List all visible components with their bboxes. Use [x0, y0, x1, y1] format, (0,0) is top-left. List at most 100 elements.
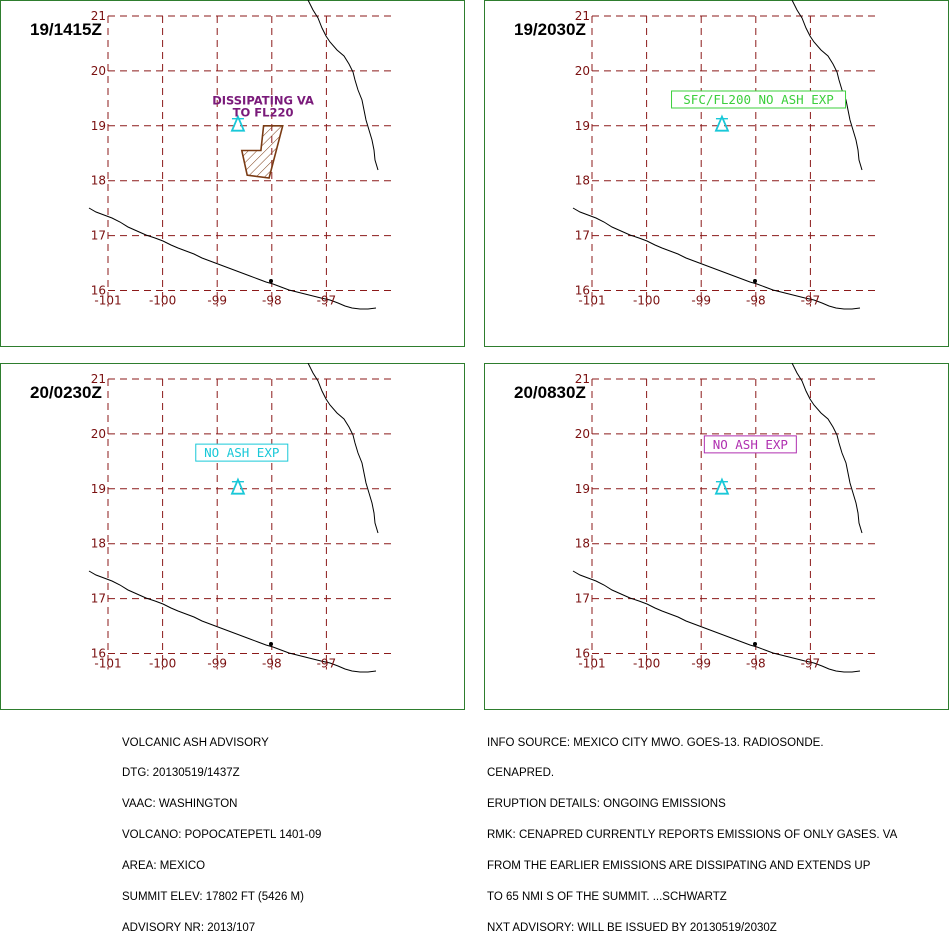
lat-tick-label: 18	[91, 174, 106, 188]
forecast-label-box	[703, 435, 797, 454]
panel-time-label: 19/1415Z	[30, 20, 102, 39]
lon-tick-label: -97	[317, 657, 337, 671]
advisory-line: ERUPTION DETAILS: ONGOING EMISSIONS	[487, 798, 726, 811]
lon-tick-label: -98	[262, 294, 282, 308]
map-panel-1: 21 20 19 18 17 16 -101 -100 -99 -98 -97 19/1415Z DIS…	[0, 0, 465, 347]
lat-tick-label: 20	[91, 427, 106, 441]
lat-tick-label: 18	[91, 537, 106, 551]
advisory-line: CENAPRED.	[487, 767, 555, 780]
lat-tick-label: 19	[575, 119, 590, 133]
advisory-line: SUMMIT ELEV: 17802 FT (5426 M)	[122, 891, 304, 904]
map-panel-4: 21 20 19 18 17 16 -101 -100 -99 -98 -97 20/0830Z NO …	[484, 363, 949, 710]
lat-tick-label: 16	[575, 647, 590, 661]
coast-point	[269, 642, 273, 646]
volcano-triangle-icon	[230, 477, 246, 495]
coastline-east	[791, 0, 863, 171]
map-canvas: 21 20 19 18 17 16-101 -100 -99 -98 -97 19/1415Z DIS…	[0, 0, 465, 347]
forecast-label-box	[195, 443, 289, 462]
map-canvas: 21 20 19 18 17 16-101 -100 -99 -98 -97 20/0830Z NO …	[484, 363, 949, 710]
lon-tick-label: -101	[578, 294, 605, 308]
lat-tick-label: 16	[91, 284, 106, 298]
lat-tick-label: 20	[575, 64, 590, 78]
advisory-right-text: INFO SOURCE: MEXICO CITY MWO. GOES-13. R…	[487, 717, 897, 944]
coastline-east	[307, 0, 379, 171]
advisory-line: FROM THE EARLIER EMISSIONS ARE DISSIPATI…	[487, 860, 871, 873]
lat-tick-label: 16	[575, 284, 590, 298]
advisory-line: NXT ADVISORY: WILL BE ISSUED BY 20130519…	[487, 921, 777, 934]
lat-tick-label: 17	[575, 229, 590, 243]
forecast-label: DISSIPATING VA	[212, 93, 314, 107]
forecast-label: NO ASH EXP	[204, 445, 279, 460]
lat-tick-label: 17	[91, 592, 106, 606]
forecast-label: NO ASH EXP	[713, 437, 788, 452]
advisory-line: VOLCANIC ASH ADVISORY	[122, 736, 269, 749]
lat-tick-label: 20	[91, 64, 106, 78]
lon-tick-label: -97	[801, 657, 821, 671]
advisory-line: DTG: 20130519/1437Z	[122, 767, 240, 780]
coast-point	[269, 279, 273, 283]
panel-time-label: 20/0230Z	[30, 383, 102, 402]
advisory-line: RMK: CENAPRED CURRENTLY REPORTS EMISSION…	[487, 829, 898, 842]
volcano-triangle-icon	[714, 477, 730, 495]
panel-frame	[484, 363, 949, 710]
advisory-line: INFO SOURCE: MEXICO CITY MWO. GOES-13. R…	[487, 736, 824, 749]
lon-tick-label: -100	[149, 657, 176, 671]
lon-tick-label: -100	[149, 294, 176, 308]
lat-tick-label: 21	[91, 9, 106, 23]
lon-tick-label: -100	[633, 294, 660, 308]
lat-tick-label: 18	[575, 174, 590, 188]
advisory-line: AREA: MEXICO	[122, 860, 206, 873]
coast-point	[753, 279, 757, 283]
lon-tick-label: -101	[94, 657, 121, 671]
lon-tick-label: -101	[94, 294, 121, 308]
map-canvas: 21 20 19 18 17 16-101 -100 -99 -98 -97 20/0230Z NO …	[0, 363, 465, 710]
coast-point	[753, 642, 757, 646]
coastline-west	[88, 570, 377, 673]
lon-tick-label: -99	[207, 294, 227, 308]
coastline-west	[572, 207, 861, 310]
lon-tick-label: -98	[262, 657, 282, 671]
lat-tick-label: 21	[91, 372, 106, 386]
volcano-triangle-icon	[714, 114, 730, 132]
forecast-label: TO FL220	[233, 105, 294, 119]
forecast-label: SFC/FL200 NO ASH EXP	[683, 92, 834, 107]
advisory-line: VOLCANO: POPOCATEPETL 1401-09	[122, 829, 322, 842]
map-canvas: 21 20 19 18 17 16-101 -100 -99 -98 -97 19/2030Z SFC…	[484, 0, 949, 347]
ash-cloud-polygon	[240, 125, 284, 179]
lat-tick-label: 19	[91, 482, 106, 496]
lat-tick-label: 21	[575, 9, 590, 23]
lon-tick-label: -98	[746, 294, 766, 308]
lon-tick-label: -100	[633, 657, 660, 671]
advisory-line: VAAC: WASHINGTON	[122, 798, 238, 811]
panel-frame	[484, 0, 949, 347]
advisory-line: TO 65 NMI S OF THE SUMMIT. ...SCHWARTZ	[487, 891, 727, 904]
lon-tick-label: -99	[691, 294, 711, 308]
lon-tick-label: -99	[691, 657, 711, 671]
forecast-label-box	[671, 90, 847, 109]
advisory-left-text: VOLCANIC ASH ADVISORY DTG: 20130519/1437…	[122, 717, 321, 944]
panel-time-label: 19/2030Z	[514, 20, 586, 39]
lat-tick-label: 16	[91, 647, 106, 661]
lat-tick-label: 19	[575, 482, 590, 496]
lat-tick-label: 17	[575, 592, 590, 606]
panel-time-label: 20/0830Z	[514, 383, 586, 402]
lat-tick-label: 20	[575, 427, 590, 441]
lon-tick-label: -98	[746, 657, 766, 671]
lat-tick-label: 18	[575, 537, 590, 551]
panel-frame	[0, 0, 465, 347]
map-panel-2: 21 20 19 18 17 16 -101 -100 -99 -98 -97 19/2030Z SFC…	[484, 0, 949, 347]
coastline-west	[88, 207, 377, 310]
coastline-east	[307, 363, 379, 534]
lon-tick-label: -97	[801, 294, 821, 308]
lon-tick-label: -99	[207, 657, 227, 671]
panel-frame	[0, 363, 465, 710]
coastline-east	[791, 363, 863, 534]
lon-tick-label: -97	[317, 294, 337, 308]
volcano-triangle-icon	[230, 114, 246, 132]
lat-tick-label: 21	[575, 372, 590, 386]
coastline-west	[572, 570, 861, 673]
lat-tick-label: 17	[91, 229, 106, 243]
advisory-line: ADVISORY NR: 2013/107	[122, 921, 256, 934]
lon-tick-label: -101	[578, 657, 605, 671]
map-panel-3: 21 20 19 18 17 16 -101 -100 -99 -98 -97 20/0230Z NO …	[0, 363, 465, 710]
